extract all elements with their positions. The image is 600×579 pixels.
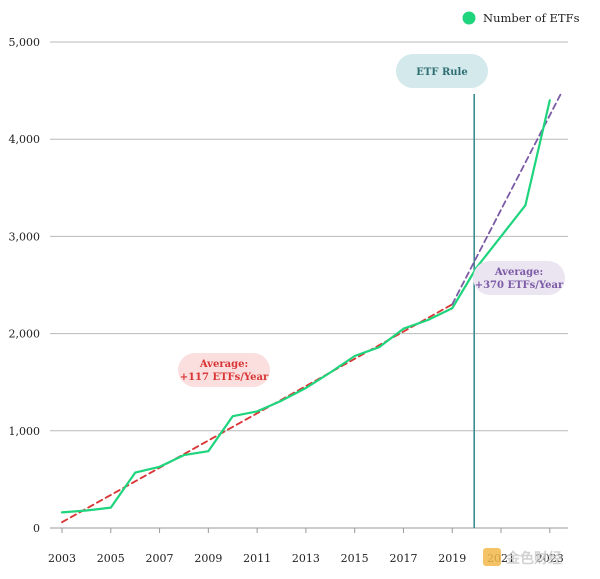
x-tick-label-2023: 2023 — [536, 552, 564, 565]
avg-before-line1: Average: — [199, 359, 248, 370]
y-tick-label-2000: 2,000 — [9, 328, 41, 341]
avg-after-line1: Average: — [494, 267, 543, 278]
legend-marker-number-of-etfs — [462, 11, 476, 25]
watermark-logo-icon — [483, 548, 501, 566]
avg-before-line2: +117 ETFs/Year — [180, 372, 269, 383]
y-tick-label-0: 0 — [33, 522, 40, 535]
avg-after-annotation: Average: +370 ETFs/Year — [473, 261, 565, 295]
watermark-text: 金色财经 — [505, 550, 562, 567]
etf-rule-pill — [396, 54, 488, 88]
y-tick-label-4000: 4,000 — [9, 133, 41, 146]
etf-rule-label: ETF Rule — [416, 67, 467, 78]
watermark: 金色财经 — [483, 548, 562, 567]
x-tick-label-2005: 2005 — [97, 552, 125, 565]
x-axis: 2003 2005 2007 2009 2011 2013 2015 2017 2019 2021… — [48, 528, 564, 565]
series-line-number-of-etfs — [60, 99, 551, 514]
x-tick-label-2007: 2007 — [146, 552, 174, 565]
legend-label-number-of-etfs: Number of ETFs — [483, 11, 580, 25]
avg-before-annotation: Average: +117 ETFs/Year — [178, 353, 270, 387]
legend: Number of ETFs — [462, 11, 580, 25]
grid-layer — [50, 41, 568, 529]
y-tick-label-3000: 3,000 — [9, 230, 41, 243]
y-axis: 0 1,000 2,000 3,000 4,000 5,000 — [9, 36, 41, 535]
x-tick-label-2015: 2015 — [341, 552, 369, 565]
avg-after-pill — [473, 261, 565, 295]
x-tick-label-2009: 2009 — [194, 552, 222, 565]
x-tick-label-2017: 2017 — [389, 552, 417, 565]
etf-rule-annotation: ETF Rule — [396, 54, 488, 88]
avg-after-line2: +370 ETFs/Year — [475, 280, 564, 291]
x-tick-label-2003: 2003 — [48, 552, 76, 565]
x-tick-label-2013: 2013 — [292, 552, 320, 565]
x-tick-label-2011: 2011 — [243, 552, 271, 565]
avg-before-pill — [178, 353, 270, 387]
series-layer — [60, 90, 563, 524]
x-tick-label-2019: 2019 — [438, 552, 466, 565]
y-tick-label-1000: 1,000 — [9, 425, 41, 438]
y-tick-label-5000: 5,000 — [9, 36, 41, 49]
